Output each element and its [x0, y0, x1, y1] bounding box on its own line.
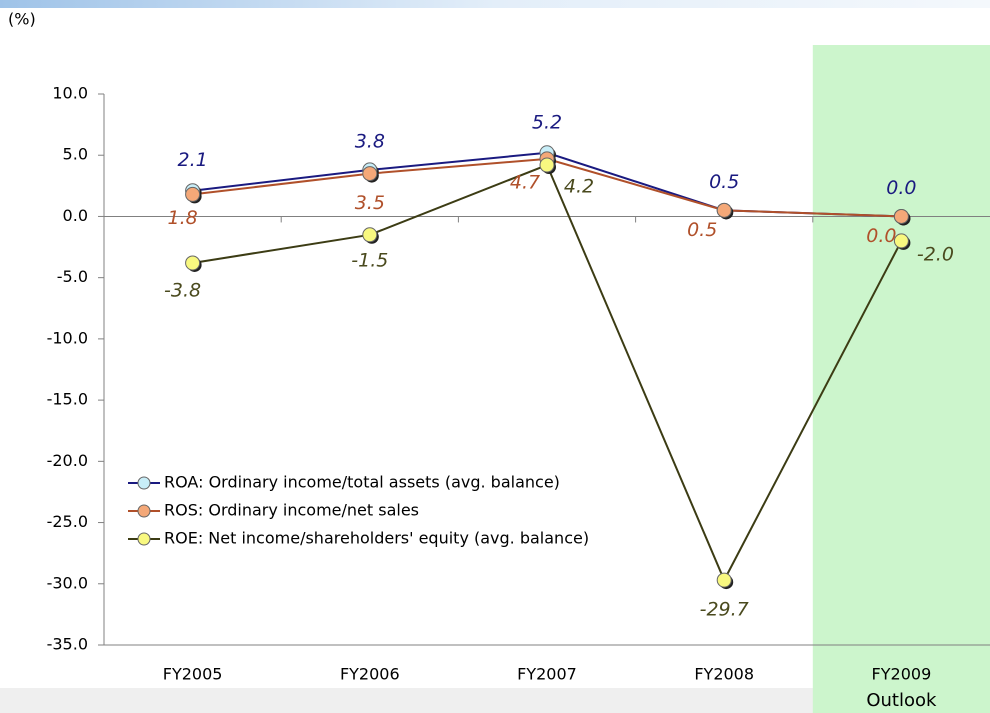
legend-label: ROE: Net income/shareholders' equity (av…: [164, 529, 589, 548]
y-tick-label: 5.0: [63, 145, 88, 164]
y-tick-label: -30.0: [47, 573, 88, 592]
x-tick-label: FY2009: [872, 665, 932, 684]
value-label: 4.2: [564, 176, 594, 198]
y-tick-label: 0.0: [63, 206, 88, 225]
value-label: 1.8: [167, 207, 197, 229]
value-label: 5.2: [532, 111, 562, 133]
legend-marker: [137, 476, 151, 490]
marker: [362, 227, 378, 243]
highlight-band: [812, 45, 990, 713]
y-tick-label: -5.0: [57, 267, 88, 286]
value-label: 0.5: [687, 219, 717, 241]
marker: [539, 157, 555, 173]
value-label: 0.5: [709, 171, 739, 193]
value-label: 3.8: [355, 130, 385, 152]
value-label: -1.5: [351, 249, 388, 271]
highlight-note: Outlook: [866, 690, 937, 711]
y-tick-label: -35.0: [47, 635, 88, 654]
legend-marker: [137, 532, 151, 546]
legend-label: ROS: Ordinary income/net sales: [164, 501, 419, 520]
x-tick-label: FY2005: [163, 665, 223, 684]
marker: [716, 202, 732, 218]
value-label: -29.7: [700, 599, 749, 621]
y-tick-label: 10.0: [52, 84, 88, 103]
marker: [716, 572, 732, 588]
unit-label: (%): [8, 10, 36, 29]
marker: [893, 208, 909, 224]
value-label: 2.1: [177, 149, 207, 171]
value-label: -2.0: [917, 243, 954, 265]
legend-marker: [137, 504, 151, 518]
y-tick-label: -10.0: [47, 328, 88, 347]
y-tick-label: -25.0: [47, 512, 88, 531]
marker: [185, 255, 201, 271]
value-label: -3.8: [164, 279, 201, 301]
x-tick-label: FY2008: [694, 665, 754, 684]
top-bar: [0, 0, 990, 8]
value-label: 4.7: [510, 171, 540, 193]
marker: [362, 166, 378, 182]
x-tick-label: FY2007: [517, 665, 577, 684]
y-tick-label: -15.0: [47, 390, 88, 409]
value-label: 0.0: [886, 177, 916, 199]
marker: [893, 233, 909, 249]
y-tick-label: -20.0: [47, 451, 88, 470]
marker: [185, 186, 201, 202]
legend-label: ROA: Ordinary income/total assets (avg. …: [164, 473, 560, 492]
value-label: 0.0: [866, 225, 896, 247]
x-tick-label: FY2006: [340, 665, 400, 684]
value-label: 3.5: [355, 192, 385, 214]
